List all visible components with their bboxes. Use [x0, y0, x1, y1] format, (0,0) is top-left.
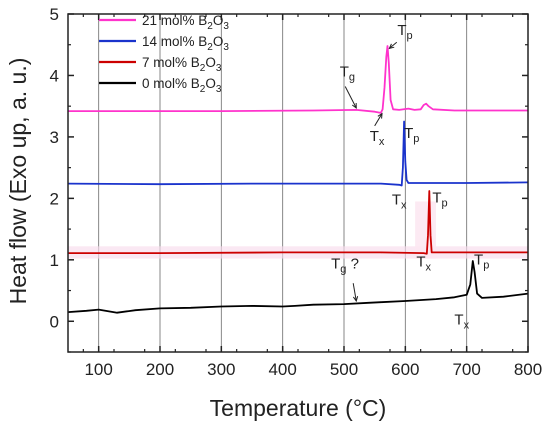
annotation-tx0: Tx — [454, 311, 469, 331]
series-line — [67, 120, 529, 187]
annotation-tg0: Tg ? — [331, 255, 359, 275]
annotation-tx14: Tx — [392, 192, 407, 212]
series-lines — [67, 45, 529, 314]
tp-arrow — [389, 41, 398, 49]
x-tick-label: 200 — [146, 360, 174, 379]
x-tick-label: 400 — [268, 360, 296, 379]
annotation-tp0: Tp — [474, 252, 489, 272]
x-tick-label: 800 — [514, 360, 542, 379]
y-tick-label: 0 — [50, 312, 59, 331]
y-axis-title: Heat flow (Exo up, a. u.) — [5, 58, 31, 305]
legend-label: 0 mol% B2O3 — [142, 76, 222, 95]
tg-arrow — [352, 283, 357, 302]
series-line — [67, 260, 529, 314]
x-axis-title: Temperature (°C) — [210, 395, 387, 421]
y-tick-label: 3 — [50, 128, 59, 147]
x-tick-label: 700 — [452, 360, 480, 379]
x-tick-label: 100 — [84, 360, 112, 379]
x-tick-label: 500 — [330, 360, 358, 379]
shaded-band — [415, 201, 436, 259]
tx-arrow-head — [377, 112, 383, 119]
legend-label: 7 mol% B2O3 — [142, 55, 222, 74]
tg-arrow-head — [352, 296, 359, 303]
x-tick-label: 600 — [391, 360, 419, 379]
tx-arrow — [374, 113, 383, 127]
annotation-tp21: Tp — [397, 22, 412, 42]
y-tick-label: 5 — [50, 5, 59, 24]
y-tick-label: 1 — [50, 251, 59, 270]
annotation-arrows — [344, 41, 398, 303]
axis-ticks: 100 200 300 400 500 600 700 800 0 1 2 3 4 5 — [50, 5, 543, 379]
tg-arrow — [344, 86, 357, 109]
shaded-region — [68, 201, 528, 259]
legend-label: 14 mol% B2O3 — [142, 34, 229, 53]
series-line — [68, 45, 528, 114]
legend: 21 mol% B2O3 14 mol% B2O3 7 mol% B2O3 0 mol… — [99, 13, 229, 95]
y-tick-label: 2 — [50, 189, 59, 208]
tp-arrow-head — [388, 43, 395, 50]
series-line — [68, 190, 528, 255]
annotation-tx21: Tx — [370, 128, 385, 148]
annotations: Tp Tg Tx Tp Tx Tp Tx Tg ? Tp Tx — [331, 22, 489, 331]
annotation-tp7: Tp — [432, 190, 447, 210]
annotation-tx7: Tx — [416, 254, 431, 274]
annotation-tp14: Tp — [404, 125, 419, 145]
x-tick-label: 300 — [207, 360, 235, 379]
tg-arrow-head — [351, 103, 357, 110]
legend-label: 21 mol% B2O3 — [142, 13, 229, 32]
annotation-tg21: Tg — [340, 64, 355, 84]
y-tick-label: 4 — [50, 66, 59, 85]
